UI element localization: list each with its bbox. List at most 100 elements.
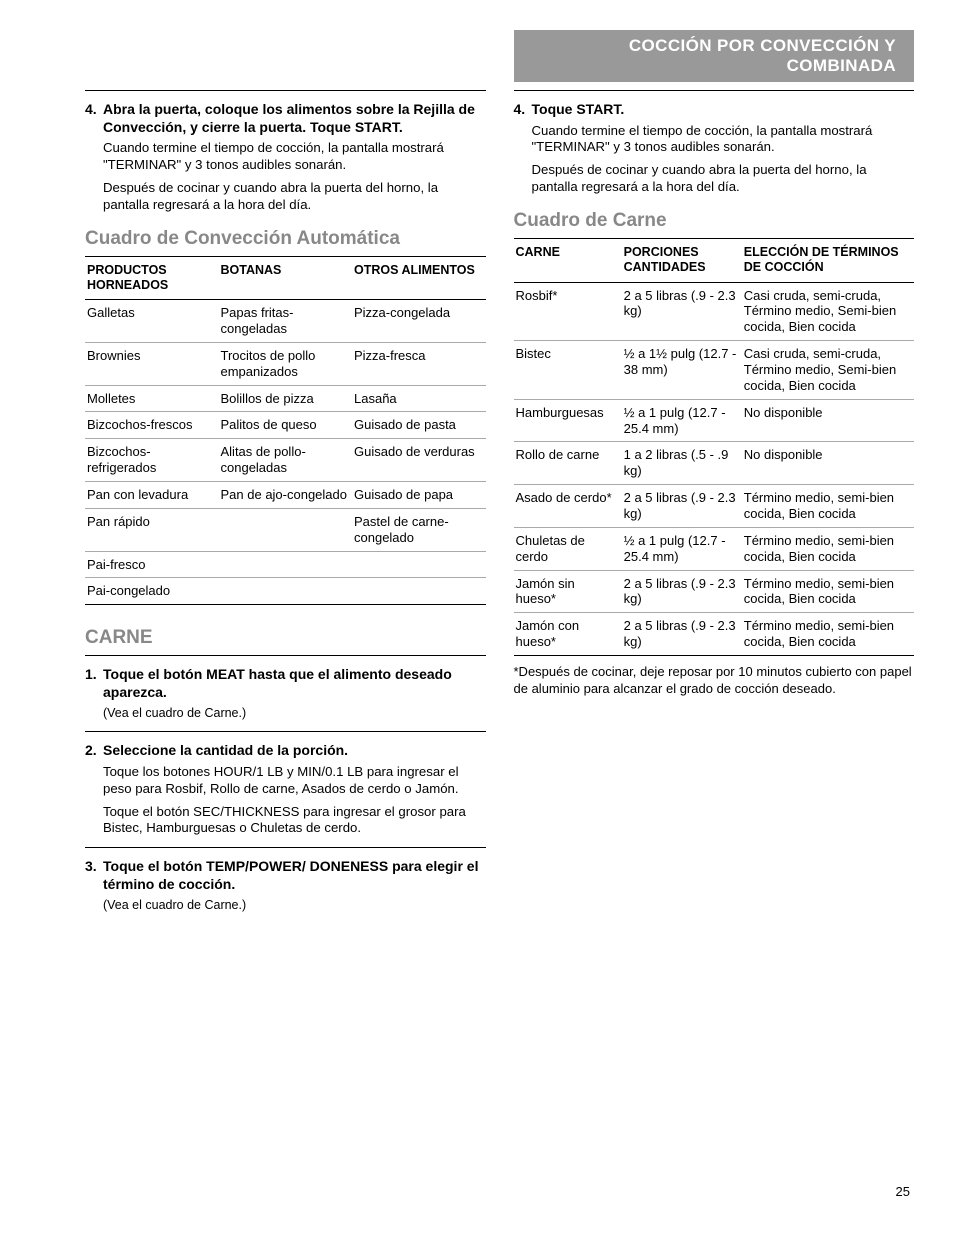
table-row: Rollo de carne1 a 2 libras (.5 - .9 kg)N… (514, 442, 915, 485)
step-number: 2. (85, 742, 103, 760)
table-cell (219, 551, 353, 578)
table-header: BOTANAS (219, 257, 353, 300)
table-cell: Pan de ajo-congelado (219, 481, 353, 508)
step-title: Abra la puerta, coloque los alimentos so… (103, 101, 484, 136)
table-row: Bistec½ a 1½ pulg (12.7 - 38 mm)Casi cru… (514, 341, 915, 400)
step-body: (Vea el cuadro de Carne.) (103, 897, 484, 913)
rule (85, 847, 486, 848)
step-heading: 1. Toque el botón MEAT hasta que el alim… (85, 666, 484, 701)
table-row: Rosbif*2 a 5 libras (.9 - 2.3 kg)Casi cr… (514, 282, 915, 341)
table-cell: Pan con levadura (85, 481, 219, 508)
table-cell: No disponible (742, 442, 914, 485)
table-row: Pan rápidoPastel de carne-congelado (85, 508, 486, 551)
step-number: 4. (85, 101, 103, 136)
table-cell: Hamburguesas (514, 399, 622, 442)
table-row: Jamón sin hueso*2 a 5 libras (.9 - 2.3 k… (514, 570, 915, 613)
table-row: MolletesBolillos de pizzaLasaña (85, 385, 486, 412)
rule (514, 90, 915, 91)
carne-step-2: 2. Seleccione la cantidad de la porción.… (85, 742, 486, 837)
section-header-bar: COCCIÓN POR CONVECCIÓN Y COMBINADA (514, 30, 914, 82)
table-header: ELECCIÓN DE TÉRMINOS DE COCCIÓN (742, 239, 914, 282)
step-number: 1. (85, 666, 103, 701)
table-cell: No disponible (742, 399, 914, 442)
table-cell: ½ a 1½ pulg (12.7 - 38 mm) (622, 341, 742, 400)
table-row: Pai-fresco (85, 551, 486, 578)
table-row: Bizcochos-frescosPalitos de quesoGuisado… (85, 412, 486, 439)
table-row: Chuletas de cerdo½ a 1 pulg (12.7 - 25.4… (514, 527, 915, 570)
table-cell: Pai-fresco (85, 551, 219, 578)
table-cell: Pan rápido (85, 508, 219, 551)
step-4-left: 4. Abra la puerta, coloque los alimentos… (85, 101, 486, 214)
step-paragraph: Después de cocinar y cuando abra la puer… (103, 180, 484, 214)
rule (85, 90, 486, 91)
table-cell: Pizza-fresca (352, 342, 486, 385)
step-heading: 4. Toque START. (514, 101, 913, 119)
step-paragraph: Toque el botón SEC/THICKNESS para ingres… (103, 804, 484, 838)
page-content: 4. Abra la puerta, coloque los alimentos… (85, 90, 914, 1195)
step-number: 4. (514, 101, 532, 119)
table-row: Asado de cerdo*2 a 5 libras (.9 - 2.3 kg… (514, 485, 915, 528)
step-body: Cuando termine el tiempo de cocción, la … (532, 123, 913, 197)
step-paragraph: Cuando termine el tiempo de cocción, la … (532, 123, 913, 157)
table-cell: ½ a 1 pulg (12.7 - 25.4 mm) (622, 527, 742, 570)
table-row: Hamburguesas½ a 1 pulg (12.7 - 25.4 mm)N… (514, 399, 915, 442)
step-number: 3. (85, 858, 103, 893)
step-4-right: 4. Toque START. Cuando termine el tiempo… (514, 101, 915, 196)
step-paragraph: Después de cocinar y cuando abra la puer… (532, 162, 913, 196)
table-cell: 1 a 2 libras (.5 - .9 kg) (622, 442, 742, 485)
table-cell: Pai-congelado (85, 578, 219, 605)
table-cell: Bizcochos-refrigerados (85, 439, 219, 482)
table-cell: Término medio, semi-bien cocida, Bien co… (742, 613, 914, 656)
table-cell: Guisado de papa (352, 481, 486, 508)
table-cell: Término medio, semi-bien cocida, Bien co… (742, 570, 914, 613)
step-body: Cuando termine el tiempo de cocción, la … (103, 140, 484, 214)
table-cell: Jamón sin hueso* (514, 570, 622, 613)
table-cell: 2 a 5 libras (.9 - 2.3 kg) (622, 613, 742, 656)
footnote: *Después de cocinar, deje reposar por 10… (514, 664, 915, 697)
table-cell: Casi cruda, semi-cruda, Término medio, S… (742, 341, 914, 400)
table-cell: Término medio, semi-bien cocida, Bien co… (742, 527, 914, 570)
table-header: OTROS ALIMENTOS (352, 257, 486, 300)
table-header: CARNE (514, 239, 622, 282)
table-header: PRODUCTOS HORNEADOS (85, 257, 219, 300)
table-cell: 2 a 5 libras (.9 - 2.3 kg) (622, 485, 742, 528)
section-title-conveccion: Cuadro de Convección Automática (85, 228, 486, 250)
step-heading: 4. Abra la puerta, coloque los alimentos… (85, 101, 484, 136)
step-title: Toque el botón MEAT hasta que el aliment… (103, 666, 484, 701)
page-number: 25 (896, 1184, 910, 1199)
table-cell: Bizcochos-frescos (85, 412, 219, 439)
table-cell (352, 551, 486, 578)
step-body: Toque los botones HOUR/1 LB y MIN/0.1 LB… (103, 764, 484, 838)
table-row: BrowniesTrocitos de pollo empanizadosPiz… (85, 342, 486, 385)
table-cell (219, 578, 353, 605)
rule (85, 731, 486, 732)
table-cell: Palitos de queso (219, 412, 353, 439)
table-cell: 2 a 5 libras (.9 - 2.3 kg) (622, 570, 742, 613)
left-column: 4. Abra la puerta, coloque los alimentos… (85, 90, 486, 1195)
step-paragraph: Cuando termine el tiempo de cocción, la … (103, 140, 484, 174)
table-cell: Término medio, semi-bien cocida, Bien co… (742, 485, 914, 528)
step-title: Toque START. (532, 101, 913, 119)
table-cell: Asado de cerdo* (514, 485, 622, 528)
table-row: Pai-congelado (85, 578, 486, 605)
carne-step-3: 3. Toque el botón TEMP/POWER/ DONENESS p… (85, 858, 486, 913)
section-title-carne: CARNE (85, 627, 486, 649)
section-header-title: COCCIÓN POR CONVECCIÓN Y COMBINADA (629, 36, 896, 75)
table-cell: Jamón con hueso* (514, 613, 622, 656)
step-paragraph: Toque los botones HOUR/1 LB y MIN/0.1 LB… (103, 764, 484, 798)
table-cell: Casi cruda, semi-cruda, Término medio, S… (742, 282, 914, 341)
step-heading: 2. Seleccione la cantidad de la porción. (85, 742, 484, 760)
table-row: Bizcochos-refrigeradosAlitas de pollo-co… (85, 439, 486, 482)
table-cell: Guisado de pasta (352, 412, 486, 439)
step-note: (Vea el cuadro de Carne.) (103, 705, 484, 721)
table-cell: Alitas de pollo-congeladas (219, 439, 353, 482)
table-cell: Galletas (85, 300, 219, 343)
table-cell: Trocitos de pollo empanizados (219, 342, 353, 385)
table-cell: Rollo de carne (514, 442, 622, 485)
step-title: Seleccione la cantidad de la porción. (103, 742, 484, 760)
table-row: Jamón con hueso*2 a 5 libras (.9 - 2.3 k… (514, 613, 915, 656)
rule (85, 655, 486, 656)
table-cell: 2 a 5 libras (.9 - 2.3 kg) (622, 282, 742, 341)
step-note: (Vea el cuadro de Carne.) (103, 897, 484, 913)
table-cell: Molletes (85, 385, 219, 412)
